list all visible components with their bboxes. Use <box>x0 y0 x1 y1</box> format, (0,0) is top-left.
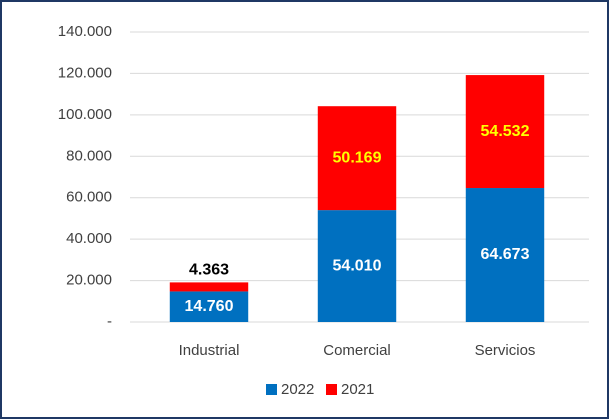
x-tick-label: Comercial <box>323 342 391 359</box>
legend-label: 2021 <box>341 381 374 398</box>
y-tick-label: 40.000 <box>66 230 112 247</box>
data-label: 14.760 <box>185 298 234 315</box>
bar-segment <box>317 106 397 211</box>
bar-segment <box>317 210 397 322</box>
data-label: 64.673 <box>481 246 530 263</box>
data-label: 50.169 <box>333 149 382 166</box>
y-tick-label: 80.000 <box>66 147 112 164</box>
y-tick-label: 60.000 <box>66 189 112 206</box>
data-label: 4.363 <box>189 262 229 279</box>
data-label: 54.532 <box>481 123 530 140</box>
y-tick-label: 140.000 <box>58 23 112 40</box>
x-tick-label: Servicios <box>475 342 536 359</box>
legend-swatch <box>266 384 277 395</box>
y-tick-label: 100.000 <box>58 106 112 123</box>
x-tick-label: Industrial <box>179 342 240 359</box>
bar-segment <box>465 75 545 189</box>
bar-segment <box>465 188 545 322</box>
y-tick-label: 120.000 <box>58 64 112 81</box>
legend-swatch <box>326 384 337 395</box>
bar-segment <box>169 291 249 322</box>
data-label: 54.010 <box>333 257 382 274</box>
y-tick-label: 20.000 <box>66 272 112 289</box>
legend-label: 2022 <box>281 381 314 398</box>
y-tick-label: - <box>107 313 112 330</box>
bar-segment <box>169 282 249 292</box>
